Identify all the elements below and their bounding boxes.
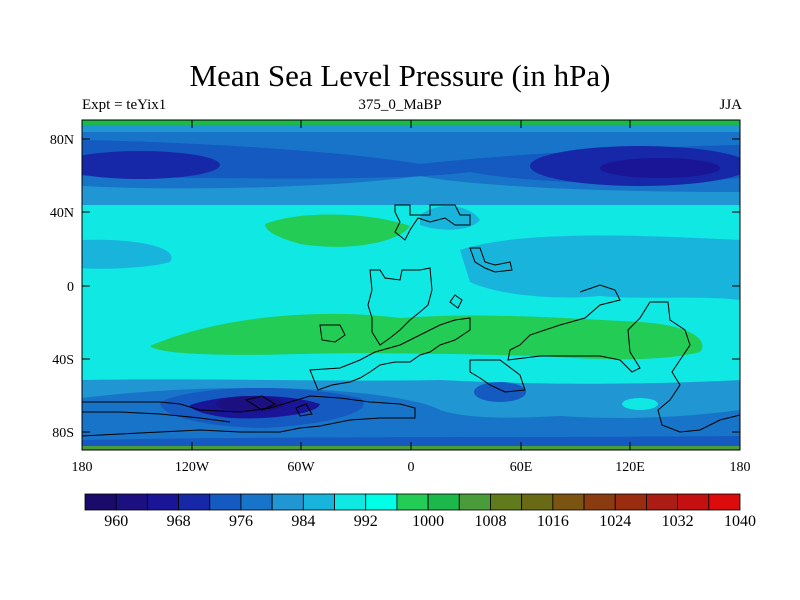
colorbar-swatch xyxy=(583,493,616,511)
colorbar-swatch xyxy=(334,493,367,511)
coastline-small-island xyxy=(449,294,463,309)
coastline-gondwana-north xyxy=(367,267,433,346)
lat-label: 40S xyxy=(52,353,74,368)
lat-label: 80S xyxy=(52,426,74,441)
lon-label: 60E xyxy=(510,460,533,475)
coastline-peninsula xyxy=(244,395,277,411)
colorbar-swatch xyxy=(646,493,679,511)
colorbar-swatch xyxy=(708,493,741,511)
coastline-islet xyxy=(295,403,313,417)
coastlines xyxy=(81,204,741,437)
low-europe xyxy=(420,205,480,230)
coastline-island xyxy=(469,247,513,273)
colorbar xyxy=(84,493,741,511)
contour-field xyxy=(82,120,740,450)
colorbar-swatch xyxy=(677,493,710,511)
lon-axis: 180 120W 60W 0 60E 120E 180 xyxy=(72,120,751,475)
lon-label: 60W xyxy=(287,460,315,475)
coastline-south-continent xyxy=(309,317,471,391)
lat-label: 40N xyxy=(50,206,74,221)
low-south-core xyxy=(216,396,284,412)
colorbar-swatch xyxy=(396,493,429,511)
lon-label: 0 xyxy=(408,460,415,475)
coastline-antarctica-inner xyxy=(82,411,231,423)
colorbar-swatch xyxy=(115,493,148,511)
colorbar-label: 1040 xyxy=(724,513,756,530)
colorbar-swatch xyxy=(84,493,117,511)
lat-label: 0 xyxy=(67,280,74,295)
colorbar-label: 968 xyxy=(167,513,191,530)
colorbar-label: 960 xyxy=(104,513,128,530)
colorbar-label: 1008 xyxy=(474,513,506,530)
lon-label: 180 xyxy=(730,460,751,475)
colorbar-label: 984 xyxy=(291,513,315,530)
lon-label: 120E xyxy=(615,460,645,475)
colorbar-swatch xyxy=(614,493,647,511)
lat-axis: 80N 40N 0 40S 80S xyxy=(50,133,740,441)
colorbar-swatch xyxy=(240,493,273,511)
colorbar-label: 1016 xyxy=(537,513,569,530)
colorbar-swatch xyxy=(521,493,554,511)
colorbar-swatch xyxy=(271,493,304,511)
high-north-atlantic xyxy=(265,214,410,247)
coastline-africa-south xyxy=(469,359,526,393)
colorbar-swatch xyxy=(552,493,585,511)
colorbar-labels: 960 968 976 984 992 1000 1008 1016 1024 1032 1040 xyxy=(104,513,756,530)
colorbar-swatch xyxy=(146,493,179,511)
colorbar-swatch xyxy=(302,493,335,511)
coastline-west-island xyxy=(319,324,346,343)
colorbar-label: 992 xyxy=(354,513,378,530)
colorbar-label: 1000 xyxy=(412,513,444,530)
colorbar-swatch xyxy=(365,493,398,511)
trop-low-west xyxy=(82,239,172,269)
age-label: 375_0_MaBP xyxy=(358,97,442,113)
colorbar-swatch xyxy=(427,493,460,511)
coastline-east-gondwana xyxy=(507,284,741,433)
colorbar-swatch xyxy=(490,493,523,511)
coastline-north-continent xyxy=(394,204,471,241)
lon-label: 120W xyxy=(175,460,210,475)
high-south-belt xyxy=(150,313,703,360)
trop-low-east xyxy=(460,235,740,300)
colorbar-label: 1032 xyxy=(662,513,694,530)
low-north-west xyxy=(82,151,220,179)
plot-title: Mean Sea Level Pressure (in hPa) xyxy=(189,58,611,93)
colorbar-swatch xyxy=(209,493,242,511)
experiment-label: Expt = teYix1 xyxy=(82,97,167,113)
low-south-africa xyxy=(474,382,526,402)
lon-label: 180 xyxy=(72,460,93,475)
high-south-patch xyxy=(622,398,658,410)
colorbar-label: 1024 xyxy=(599,513,631,530)
low-north-east-core xyxy=(600,158,720,178)
colorbar-label: 976 xyxy=(229,513,253,530)
colorbar-swatch xyxy=(178,493,211,511)
colorbar-swatch xyxy=(458,493,491,511)
lat-label: 80N xyxy=(50,133,74,148)
season-label: JJA xyxy=(719,97,742,113)
coastline-antarctica-north xyxy=(81,395,416,437)
